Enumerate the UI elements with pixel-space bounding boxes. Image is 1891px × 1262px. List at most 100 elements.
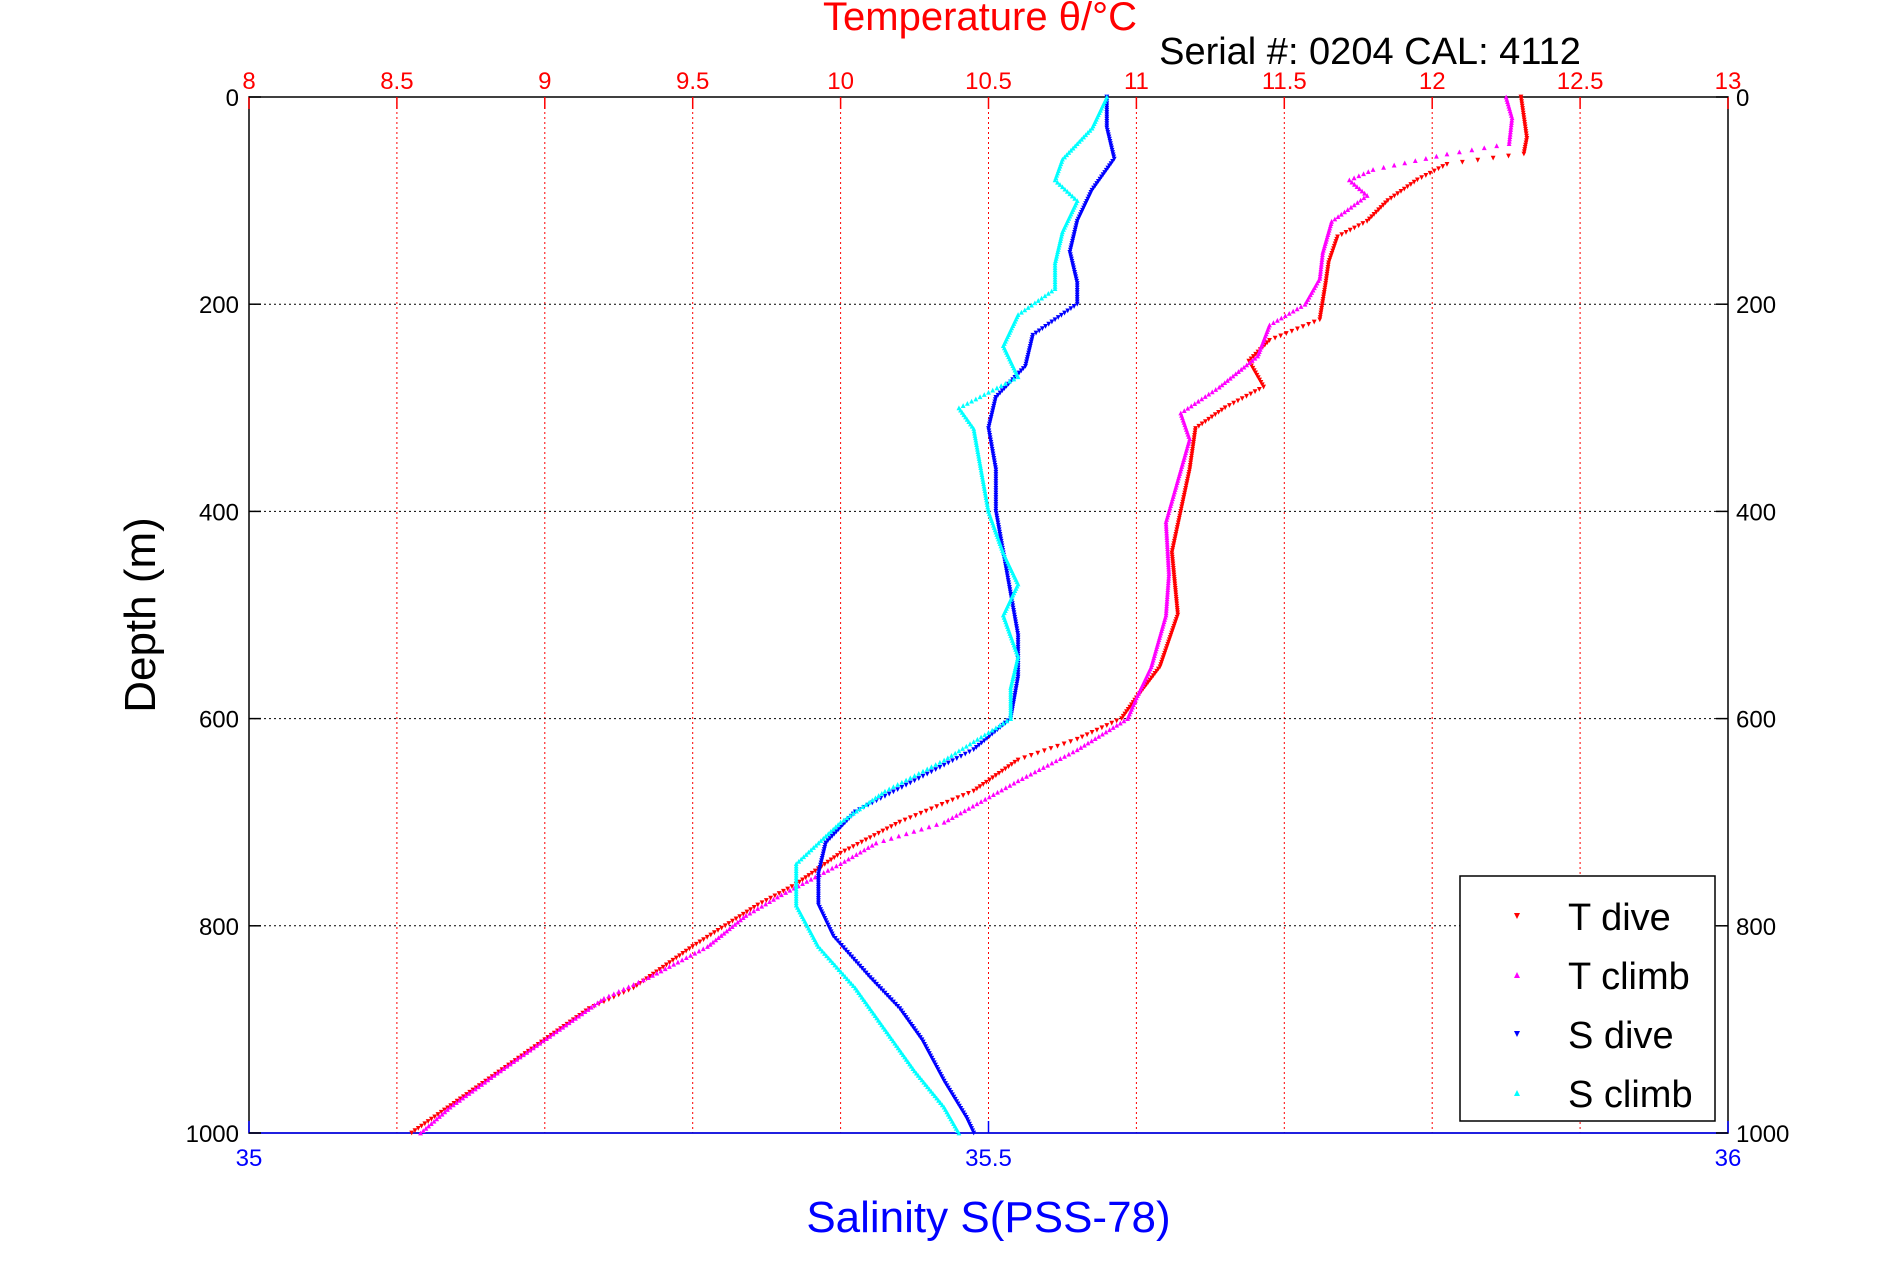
data-point bbox=[1508, 124, 1514, 130]
data-point bbox=[1022, 755, 1028, 761]
data-point bbox=[1238, 366, 1244, 372]
data-point bbox=[650, 972, 655, 978]
data-point bbox=[950, 758, 955, 764]
data-point bbox=[1271, 320, 1276, 326]
top-tick-label: 9 bbox=[538, 68, 551, 95]
data-point bbox=[464, 1092, 470, 1097]
data-point bbox=[945, 760, 951, 766]
data-point bbox=[867, 835, 873, 841]
data-point bbox=[711, 930, 717, 936]
series-t-dive bbox=[409, 94, 1530, 1136]
data-point bbox=[789, 884, 795, 890]
data-point bbox=[995, 789, 1000, 795]
left-tick-label: 600 bbox=[199, 707, 239, 734]
data-point bbox=[1199, 421, 1205, 427]
data-point bbox=[916, 770, 922, 776]
data-point bbox=[755, 902, 761, 908]
data-point bbox=[1070, 145, 1076, 151]
data-point bbox=[933, 767, 939, 773]
data-point bbox=[981, 481, 986, 487]
data-point bbox=[1166, 564, 1171, 570]
data-point bbox=[1427, 170, 1433, 176]
data-point bbox=[861, 847, 867, 853]
data-point bbox=[1300, 324, 1306, 330]
data-point bbox=[690, 944, 696, 949]
data-point bbox=[825, 831, 831, 837]
data-point bbox=[729, 924, 735, 929]
data-point bbox=[592, 1002, 597, 1008]
data-point bbox=[949, 753, 954, 758]
data-point bbox=[980, 479, 986, 484]
data-point bbox=[422, 1121, 428, 1127]
data-point bbox=[1085, 740, 1091, 746]
data-point bbox=[913, 813, 919, 818]
data-point bbox=[1092, 736, 1098, 741]
data-point bbox=[1219, 407, 1225, 413]
data-point bbox=[979, 740, 985, 746]
data-point bbox=[833, 863, 839, 869]
data-point bbox=[658, 968, 664, 974]
data-point bbox=[912, 773, 917, 778]
data-point bbox=[1019, 309, 1024, 315]
left-tick-label: 200 bbox=[199, 292, 239, 319]
data-point bbox=[812, 868, 818, 874]
data-point bbox=[1506, 153, 1511, 159]
data-point bbox=[1405, 184, 1410, 190]
data-point bbox=[1508, 127, 1514, 132]
legend-label: T climb bbox=[1568, 956, 1690, 998]
data-point bbox=[985, 504, 991, 510]
data-point bbox=[941, 819, 947, 825]
data-point bbox=[984, 736, 990, 741]
data-point bbox=[1490, 155, 1496, 161]
data-point bbox=[869, 842, 875, 848]
data-point bbox=[848, 980, 854, 986]
data-point bbox=[1362, 190, 1367, 196]
data-point bbox=[1352, 181, 1357, 187]
data-point bbox=[1036, 328, 1042, 334]
data-point bbox=[974, 444, 980, 450]
data-point bbox=[1074, 736, 1080, 742]
right-tick-label: 800 bbox=[1736, 914, 1776, 941]
data-point bbox=[1094, 727, 1100, 733]
data-point bbox=[880, 828, 886, 834]
top-tick-label: 12 bbox=[1419, 68, 1446, 95]
data-point bbox=[981, 738, 987, 744]
right-tick-label: 600 bbox=[1736, 707, 1776, 734]
data-point bbox=[809, 870, 815, 876]
data-point bbox=[973, 745, 979, 750]
data-point bbox=[974, 801, 980, 807]
data-point bbox=[466, 1091, 472, 1096]
data-point bbox=[1119, 716, 1125, 721]
data-point bbox=[537, 1040, 543, 1046]
data-point bbox=[507, 1061, 513, 1067]
data-point bbox=[884, 826, 890, 832]
data-point bbox=[1332, 216, 1338, 222]
data-point bbox=[1302, 301, 1308, 307]
data-point bbox=[1412, 158, 1418, 164]
data-point bbox=[576, 1013, 582, 1019]
data-point bbox=[1163, 519, 1169, 525]
data-point bbox=[842, 858, 847, 864]
data-point bbox=[721, 930, 727, 936]
data-point bbox=[1209, 414, 1215, 420]
top-tick-label: 9.5 bbox=[676, 68, 709, 95]
data-point bbox=[818, 946, 823, 952]
data-point bbox=[918, 810, 924, 816]
data-point bbox=[514, 1056, 520, 1062]
data-point bbox=[891, 784, 896, 790]
data-point bbox=[1072, 143, 1078, 149]
data-point bbox=[1408, 182, 1414, 187]
data-point bbox=[1052, 286, 1058, 292]
data-point bbox=[806, 873, 812, 878]
data-point bbox=[450, 1102, 456, 1108]
data-point bbox=[986, 389, 991, 395]
data-point bbox=[442, 1107, 447, 1113]
data-point bbox=[970, 803, 976, 809]
data-point bbox=[1338, 211, 1344, 217]
data-point bbox=[975, 736, 980, 742]
data-point bbox=[1235, 398, 1241, 404]
data-point bbox=[1343, 230, 1349, 235]
data-point bbox=[472, 1086, 478, 1092]
data-point bbox=[1003, 785, 1009, 791]
